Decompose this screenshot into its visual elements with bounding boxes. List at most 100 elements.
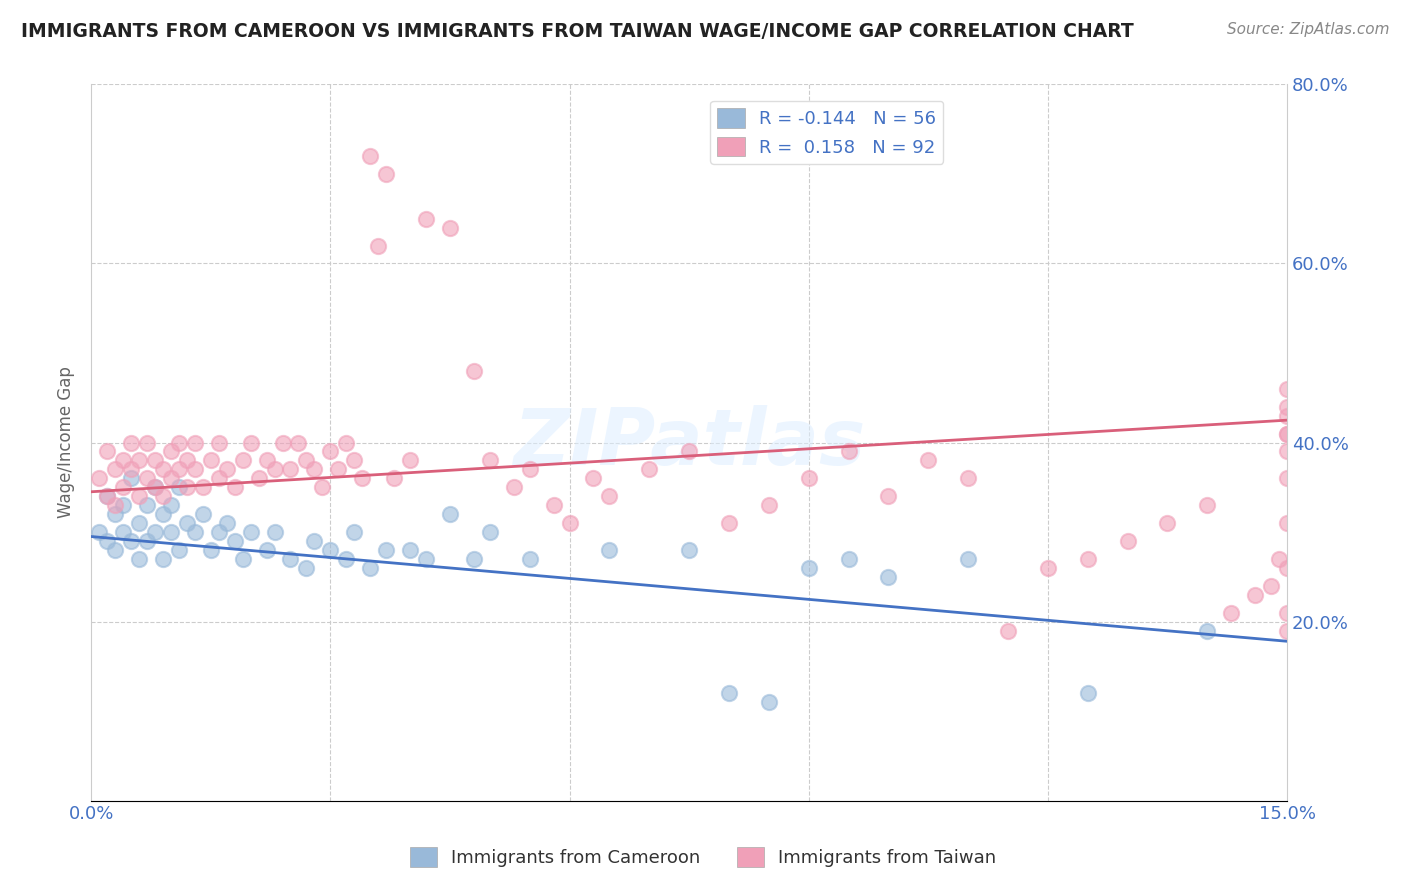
Point — [239, 435, 262, 450]
Point — [1275, 516, 1298, 530]
Point — [478, 453, 501, 467]
Point — [295, 453, 318, 467]
Point — [678, 543, 700, 558]
Point — [200, 453, 222, 467]
Legend: R = -0.144   N = 56, R =  0.158   N = 92: R = -0.144 N = 56, R = 0.158 N = 92 — [710, 101, 943, 164]
Point — [1077, 552, 1099, 566]
Point — [957, 471, 980, 485]
Point — [399, 453, 422, 467]
Point — [335, 435, 357, 450]
Point — [678, 444, 700, 458]
Point — [502, 480, 524, 494]
Point — [191, 507, 214, 521]
Point — [439, 507, 461, 521]
Point — [558, 516, 581, 530]
Point — [439, 220, 461, 235]
Point — [519, 462, 541, 476]
Point — [152, 507, 174, 521]
Point — [96, 444, 118, 458]
Point — [304, 462, 326, 476]
Point — [208, 471, 231, 485]
Point — [717, 516, 740, 530]
Point — [184, 462, 207, 476]
Point — [415, 211, 437, 226]
Y-axis label: Wage/Income Gap: Wage/Income Gap — [58, 367, 75, 518]
Point — [89, 524, 111, 539]
Point — [1036, 561, 1059, 575]
Point — [838, 444, 860, 458]
Point — [1268, 552, 1291, 566]
Point — [271, 435, 294, 450]
Point — [184, 524, 207, 539]
Point — [152, 489, 174, 503]
Point — [232, 552, 254, 566]
Point — [239, 524, 262, 539]
Point — [311, 480, 333, 494]
Point — [352, 471, 374, 485]
Point — [917, 453, 939, 467]
Point — [136, 471, 159, 485]
Point — [208, 435, 231, 450]
Point — [167, 480, 190, 494]
Point — [167, 462, 190, 476]
Point — [256, 453, 278, 467]
Point — [1197, 624, 1219, 638]
Point — [797, 471, 820, 485]
Point — [1197, 498, 1219, 512]
Point — [519, 552, 541, 566]
Point — [191, 480, 214, 494]
Point — [160, 471, 183, 485]
Point — [167, 435, 190, 450]
Point — [96, 489, 118, 503]
Point — [463, 364, 485, 378]
Point — [598, 489, 620, 503]
Point — [335, 552, 357, 566]
Point — [375, 167, 398, 181]
Point — [319, 444, 342, 458]
Point — [256, 543, 278, 558]
Point — [128, 453, 150, 467]
Point — [96, 534, 118, 549]
Point — [375, 543, 398, 558]
Point — [1275, 426, 1298, 441]
Point — [343, 453, 366, 467]
Point — [1275, 382, 1298, 396]
Point — [136, 435, 159, 450]
Point — [200, 543, 222, 558]
Point — [143, 524, 166, 539]
Point — [877, 489, 900, 503]
Point — [717, 686, 740, 700]
Point — [797, 561, 820, 575]
Point — [838, 552, 860, 566]
Point — [120, 471, 142, 485]
Point — [1275, 471, 1298, 485]
Point — [382, 471, 405, 485]
Point — [1275, 624, 1298, 638]
Point — [176, 480, 198, 494]
Text: ZIPatlas: ZIPatlas — [513, 405, 865, 481]
Point — [1275, 400, 1298, 414]
Point — [160, 524, 183, 539]
Point — [176, 516, 198, 530]
Point — [295, 561, 318, 575]
Point — [1156, 516, 1178, 530]
Point — [598, 543, 620, 558]
Text: IMMIGRANTS FROM CAMEROON VS IMMIGRANTS FROM TAIWAN WAGE/INCOME GAP CORRELATION C: IMMIGRANTS FROM CAMEROON VS IMMIGRANTS F… — [21, 22, 1133, 41]
Point — [1275, 426, 1298, 441]
Point — [104, 543, 127, 558]
Point — [280, 462, 302, 476]
Point — [136, 498, 159, 512]
Point — [215, 462, 238, 476]
Point — [957, 552, 980, 566]
Point — [304, 534, 326, 549]
Point — [120, 462, 142, 476]
Point — [128, 516, 150, 530]
Point — [112, 524, 135, 539]
Point — [143, 453, 166, 467]
Point — [232, 453, 254, 467]
Point — [463, 552, 485, 566]
Point — [160, 498, 183, 512]
Point — [1220, 606, 1243, 620]
Point — [167, 543, 190, 558]
Point — [96, 489, 118, 503]
